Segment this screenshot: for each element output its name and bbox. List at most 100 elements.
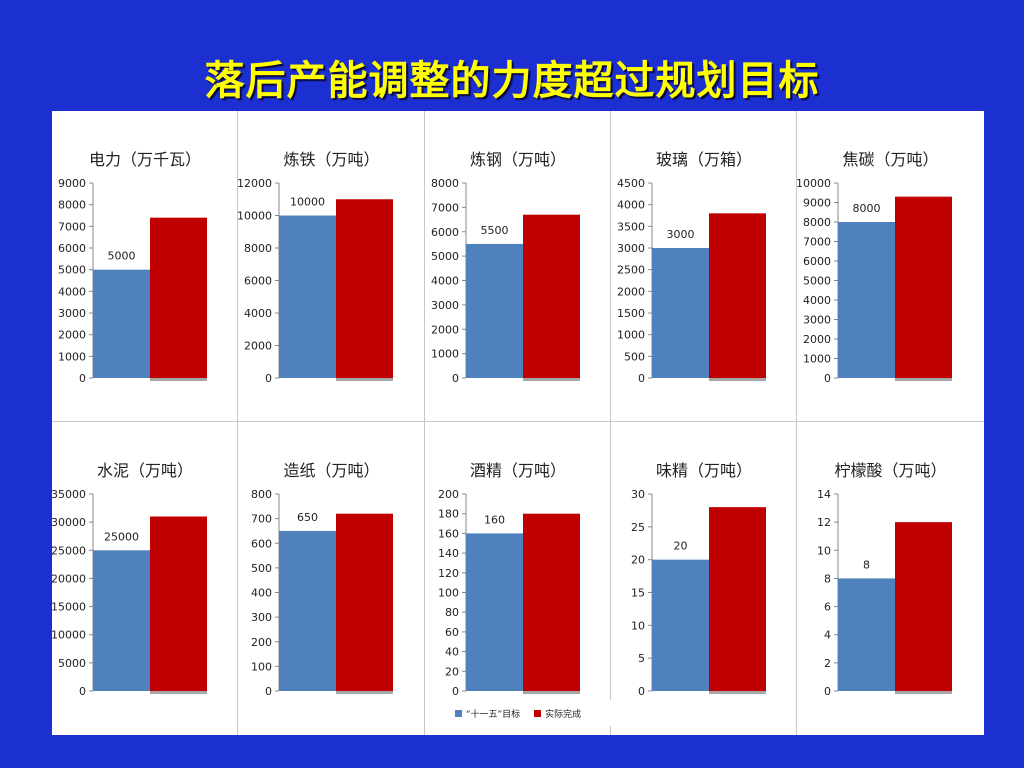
chart-title: 电力（万千瓦） [89,150,201,169]
bar-actual [709,507,766,691]
bar-target [652,559,709,691]
bar-target [652,248,709,378]
y-tick-label: 0 [638,685,645,698]
bar-target [93,269,150,378]
chart-title: 造纸（万吨） [283,461,379,480]
data-label-target: 650 [297,511,318,524]
y-tick-label: 4000 [431,275,459,288]
legend-swatch-actual [534,709,542,717]
y-tick-label: 500 [251,562,272,575]
chart-svg: 炼钢（万吨） 0 1000 2000 3000 4000 5000 6000 7000 8000 5… [431,150,580,385]
y-tick-label: 8 [824,572,831,585]
chart-svg: 水泥（万吨） 0 5000 10000 15000 20000 25000 30000 3500… [52,461,207,698]
y-tick-label: 0 [79,685,86,698]
legend-item-target: “十一五”目标 [454,707,520,720]
y-tick-label: 200 [438,488,459,501]
chart-7: 造纸（万吨） 0 100 200 300 400 500 600 700 800 650 [238,422,425,735]
y-tick-label: 8000 [431,177,459,190]
y-tick-label: 2000 [244,340,272,353]
y-tick-label: 4000 [244,307,272,320]
y-tick-label: 0 [452,372,459,385]
y-tick-label: 10000 [797,177,831,190]
y-tick-label: 4000 [803,294,831,307]
y-tick-label: 800 [251,488,272,501]
y-tick-label: 12000 [238,177,272,190]
chart-title: 味精（万吨） [656,461,752,480]
data-label-target: 3000 [667,228,695,241]
y-tick-label: 0 [265,685,272,698]
y-tick-label: 3500 [617,220,645,233]
y-tick-label: 7000 [803,236,831,249]
y-tick-label: 5000 [58,657,86,670]
y-tick-label: 20 [631,554,645,567]
data-label-target: 5000 [108,250,136,263]
bar-actual-base [709,691,766,694]
chart-title: 炼铁（万吨） [283,150,379,169]
y-tick-label: 3000 [58,307,86,320]
legend-item-actual: 实际完成 [534,707,581,720]
y-tick-label: 9000 [58,177,86,190]
y-tick-label: 120 [438,567,459,580]
y-tick-label: 40 [445,646,459,659]
bar-target [838,222,895,378]
y-tick-label: 0 [824,372,831,385]
y-tick-label: 0 [824,685,831,698]
bar-actual [336,513,393,691]
chart-2: 炼铁（万吨） 0 2000 4000 6000 8000 10000 12000 10000 [238,111,425,422]
y-tick-label: 1000 [617,329,645,342]
bar-actual-base [336,378,393,381]
y-tick-label: 12 [817,516,831,529]
bar-actual-base [895,378,952,381]
y-tick-label: 6000 [58,242,86,255]
y-tick-label: 15 [631,587,645,600]
chart-6: 水泥（万吨） 0 5000 10000 15000 20000 25000 30000 3500… [52,422,238,735]
bar-actual [523,214,580,378]
y-tick-label: 10 [631,619,645,632]
bar-actual [709,213,766,378]
y-tick-label: 9000 [803,197,831,210]
y-tick-label: 30000 [52,516,86,529]
data-label-target: 160 [484,513,505,526]
chart-9: 味精（万吨） 0 5 10 15 20 25 30 20 [611,422,797,735]
chart-title: 酒精（万吨） [470,461,566,480]
chart-svg: 焦碳（万吨） 0 1000 2000 3000 4000 5000 6000 7000 8000 9… [797,150,952,385]
bar-actual-base [150,691,207,694]
legend-label-actual: 实际完成 [545,709,582,720]
y-tick-label: 400 [251,587,272,600]
chart-svg: 酒精（万吨） 0 20 40 60 80 100 120 140 160 180 200 160 [438,461,580,698]
y-tick-label: 25 [631,521,645,534]
y-tick-label: 30 [631,488,645,501]
y-tick-label: 3000 [617,242,645,255]
y-tick-label: 1000 [431,348,459,361]
y-tick-label: 6000 [244,275,272,288]
chart-legend: “十一五”目标 实际完成 [425,700,611,726]
y-tick-label: 8000 [58,199,86,212]
bar-actual-base [150,378,207,381]
y-tick-label: 10 [817,544,831,557]
y-tick-label: 2 [824,657,831,670]
y-tick-label: 2000 [803,333,831,346]
bar-actual [150,217,207,378]
y-tick-label: 10000 [52,629,86,642]
slide-title: 落后产能调整的力度超过规划目标 [204,58,820,104]
y-tick-label: 160 [438,527,459,540]
y-tick-label: 60 [445,626,459,639]
chart-title: 水泥（万吨） [97,461,193,480]
y-tick-label: 3000 [431,299,459,312]
bar-actual [895,522,952,691]
y-tick-label: 700 [251,513,272,526]
y-tick-label: 4000 [58,285,86,298]
bar-actual [150,516,207,691]
y-tick-label: 100 [438,587,459,600]
chart-svg: 电力（万千瓦） 0 1000 2000 3000 4000 5000 6000 7000 8000… [58,150,207,385]
y-tick-label: 14 [817,488,831,501]
chart-4: 玻璃（万箱） 0 500 1000 1500 2000 2500 3000 3500 4000 45… [611,111,797,422]
y-tick-label: 8000 [244,242,272,255]
data-label-target: 20 [674,540,688,553]
bar-actual-base [895,691,952,694]
bar-target [838,578,895,691]
bar-actual-base [336,691,393,694]
y-tick-label: 100 [251,660,272,673]
y-tick-label: 7000 [58,220,86,233]
y-tick-label: 20 [445,665,459,678]
